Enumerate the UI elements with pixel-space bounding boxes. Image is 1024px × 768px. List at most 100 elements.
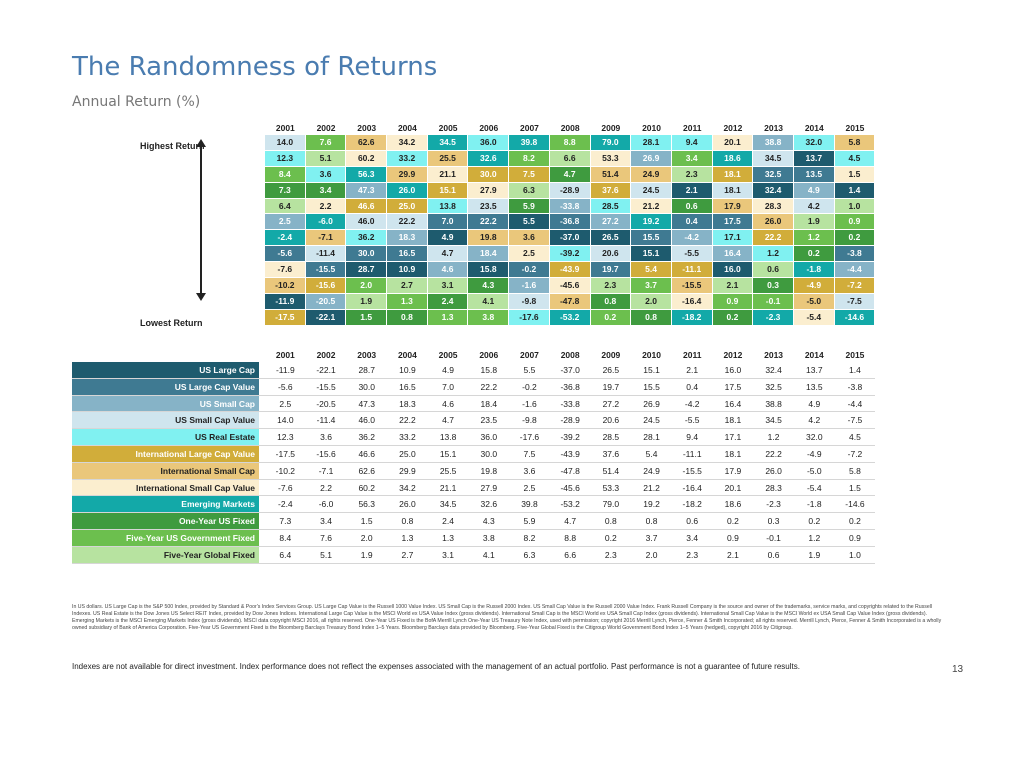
table-cell: 19.8: [480, 465, 498, 476]
table-cell: 14.0: [277, 415, 294, 426]
quilt-cell: 0.3: [753, 278, 794, 294]
quilt-cell: 13.8: [427, 198, 469, 215]
quilt-cell: 7.5: [509, 166, 550, 183]
table-cell: 1.9: [808, 549, 821, 560]
table-cell: 24.9: [643, 465, 660, 476]
table-cell: 20.6: [602, 415, 620, 426]
table-cell: -6.0: [318, 499, 334, 510]
asset-label: Five-Year US Government Fixed: [72, 529, 259, 546]
quilt-cell: -18.2: [671, 309, 713, 326]
quilt-cell: -28.9: [549, 182, 591, 199]
table-cell: 2.0: [645, 549, 658, 560]
quilt-year: 2012: [723, 123, 743, 133]
table-cell: 3.7: [645, 532, 658, 543]
table-cell: 13.8: [439, 432, 457, 443]
quilt-cell: 34.2: [387, 135, 428, 151]
table-cell: -7.1: [318, 465, 334, 476]
quilt-year: 2002: [316, 123, 336, 133]
quilt-cell: 34.5: [753, 150, 794, 167]
table-cell: 5.5: [523, 365, 536, 375]
table-cell: -15.6: [316, 448, 336, 459]
quilt-row: -10.2 -15.6 2.0 2.7 3.1 4.3 -1.6 -45.6 2.3 3.7 -15…: [265, 278, 876, 294]
quilt-cell: -45.6: [549, 278, 591, 294]
asset-label: US Large Cap: [72, 362, 259, 378]
table-cell: 1.3: [442, 532, 454, 543]
quilt-cell: 8.4: [265, 166, 306, 183]
table-cell: 0.8: [604, 516, 617, 527]
quilt-cell: 17.5: [712, 214, 754, 231]
quilt-year: 2010: [642, 123, 661, 133]
quilt-cell: -2.3: [753, 309, 794, 326]
quilt-cell: -7.2: [834, 278, 876, 294]
quilt-cell: -39.2: [549, 246, 591, 263]
quilt-year: 2003: [357, 123, 377, 133]
quilt-cell: 4.9: [793, 182, 835, 199]
quilt-cell: 27.2: [590, 214, 632, 231]
table-cell: -5.6: [278, 381, 293, 392]
table-cell: -5.0: [806, 465, 822, 476]
quilt-cell: -11.4: [305, 246, 347, 263]
table-year: 2001: [275, 350, 295, 360]
quilt-cell: -4.4: [834, 262, 876, 279]
table-row: International Small Cap -10.2 -7.1 62.6 29.9…: [72, 462, 876, 480]
quilt-cell: 28.7: [346, 262, 388, 279]
returns-table: 2001 2002 2003 2004 2005 2006 2007 2008 2009 2010…: [72, 348, 876, 564]
table-cell: 0.3: [767, 516, 780, 527]
quilt-cell: -17.6: [509, 309, 550, 326]
table-cell: 27.9: [480, 482, 498, 493]
quilt-cell: 6.6: [549, 150, 591, 167]
table-cell: -11.1: [682, 448, 702, 459]
table-cell: 22.2: [480, 381, 498, 392]
table-cell: -20.5: [316, 398, 336, 409]
quilt-cell: -5.6: [265, 246, 306, 263]
table-cell: -17.5: [275, 448, 296, 459]
asset-label: One-Year US Fixed: [72, 513, 259, 529]
table-year: 2003: [357, 350, 377, 360]
quilt-cell: 2.1: [671, 182, 713, 199]
quilt-cell: 60.2: [346, 150, 388, 167]
table-cell: 60.2: [358, 482, 375, 493]
quilt-cell: 18.4: [468, 246, 510, 263]
table-cell: -45.6: [560, 482, 580, 493]
lowest-return-label: Lowest Return: [140, 318, 203, 328]
quilt-cell: -22.1: [305, 309, 347, 326]
table-cell: -33.8: [560, 398, 580, 409]
table-cell: 15.1: [439, 448, 457, 459]
table-cell: 17.1: [724, 432, 742, 443]
quilt-cell: 3.8: [468, 309, 510, 326]
table-cell: 46.6: [358, 448, 375, 459]
quilt-cell: -6.0: [305, 214, 347, 231]
quilt-row: -11.9 -20.5 1.9 1.3 2.4 4.1 -9.8 -47.8 0.8 2.0 -16…: [265, 293, 876, 310]
table-cell: 5.8: [849, 465, 861, 476]
quilt-year: 2008: [560, 123, 580, 133]
quilt-cell: 0.9: [712, 293, 754, 310]
quilt-cell: 0.2: [590, 309, 632, 326]
page-subtitle: Annual Return (%): [72, 94, 201, 110]
quilt-cell: -17.5: [265, 309, 306, 326]
table-row: US Large Cap Value -5.6 -15.5 30.0 16.5 7.0 22…: [72, 378, 876, 396]
table-cell: 51.4: [602, 465, 620, 476]
quilt-cell: 37.6: [590, 182, 632, 199]
footnote: In US dollars. US Large Cap is the S&P 5…: [72, 604, 942, 631]
page-number: 13: [952, 664, 964, 675]
table-year: 2015: [845, 350, 865, 360]
table-cell: 22.2: [765, 448, 782, 459]
quilt-cell: 5.8: [834, 135, 876, 151]
quilt-cell: 19.2: [631, 214, 672, 231]
quilt-cell: -15.5: [305, 262, 347, 279]
quilt-cell: -11.9: [265, 293, 306, 310]
quilt-cell: 0.8: [631, 309, 672, 326]
table-cell: 0.2: [808, 516, 821, 527]
quilt-cell: 0.8: [590, 293, 632, 310]
asset-label: US Small Cap Value: [72, 412, 259, 429]
table-cell: 4.3: [482, 516, 495, 527]
table-cell: -22.1: [316, 365, 336, 375]
quilt-cell: 12.3: [265, 150, 306, 167]
table-cell: 56.3: [358, 499, 375, 510]
asset-label: US Small Cap: [72, 395, 259, 412]
table-cell: 2.5: [279, 398, 292, 409]
quilt-cell: 2.0: [631, 293, 672, 310]
quilt-cell: 5.4: [631, 262, 672, 279]
quilt-cell: 26.0: [387, 182, 428, 199]
table-cell: 1.2: [767, 432, 780, 443]
